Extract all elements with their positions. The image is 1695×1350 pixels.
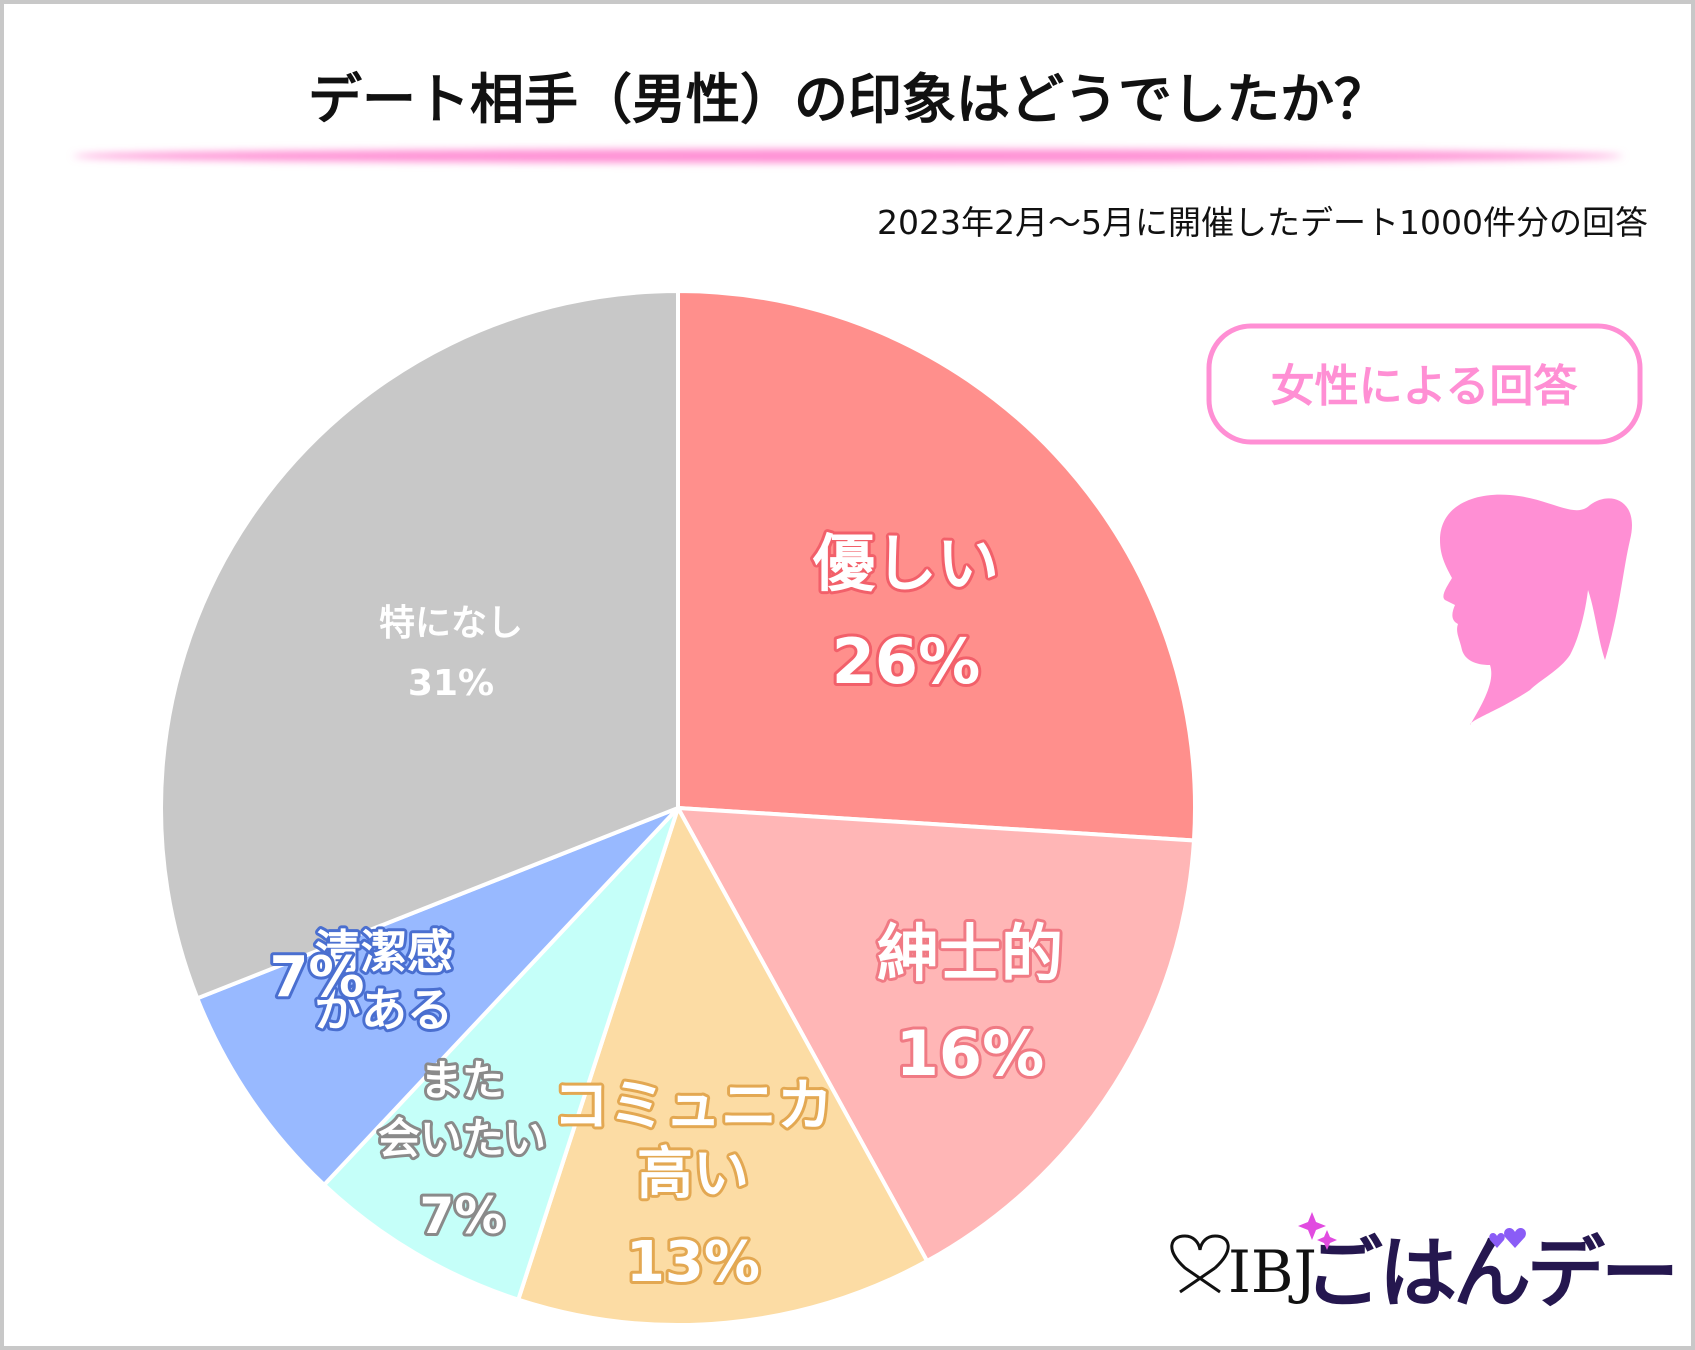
slice-value-label: 26% — [832, 625, 980, 698]
woman-silhouette-icon — [1440, 494, 1632, 725]
pie-slice — [321, 806, 680, 1303]
hearts-icon — [1489, 1227, 1526, 1248]
slice-label: 会いたい — [378, 1114, 546, 1163]
slice-value-label: 31% — [408, 663, 494, 704]
pie-slices — [159, 288, 1197, 1327]
logo-ibj: IBJ — [1228, 1238, 1317, 1306]
slice-label: また — [420, 1056, 504, 1105]
respondent-badge: 女性による回答 — [1206, 323, 1643, 445]
slice-label: 特になし — [379, 603, 523, 644]
slice-value-label: 13% — [626, 1230, 760, 1295]
pie-slice — [674, 805, 1197, 1264]
chart-subtitle: 2023年2月〜5月に開催したデート1000件分の回答 — [877, 203, 1648, 242]
slice-value-label: 7% — [269, 945, 364, 1010]
slice-label: 紳士的 — [877, 917, 1063, 990]
pie-slice — [676, 288, 1197, 843]
pie-slice — [159, 288, 680, 1001]
slice-value-label: 7% — [420, 1187, 505, 1245]
pie-slice — [194, 806, 680, 1188]
slice-label: がある — [315, 983, 453, 1037]
badge-text: 女性による回答 — [1271, 361, 1579, 412]
title-underline — [73, 149, 1623, 163]
slice-label: 高い — [637, 1142, 749, 1207]
slice-label: コミュニカ — [553, 1074, 833, 1139]
ibj-gohan-date-logo: IBJ ごはんデート — [1170, 1212, 1695, 1319]
pie-slice — [515, 802, 930, 1327]
heart-icon — [1170, 1234, 1230, 1294]
chart-title: デート相手（男性）の印象はどうでしたか？ — [308, 68, 1388, 131]
sparkle-icon — [1298, 1212, 1337, 1250]
slice-label: 清潔感 — [315, 925, 453, 979]
pie-labels: 優しい26%紳士的16%コミュニカ高い13%また会いたい7%清潔感がある7%特に… — [266, 524, 1066, 1298]
slice-value-label: 16% — [896, 1017, 1044, 1090]
slice-label: 優しい — [812, 527, 999, 600]
